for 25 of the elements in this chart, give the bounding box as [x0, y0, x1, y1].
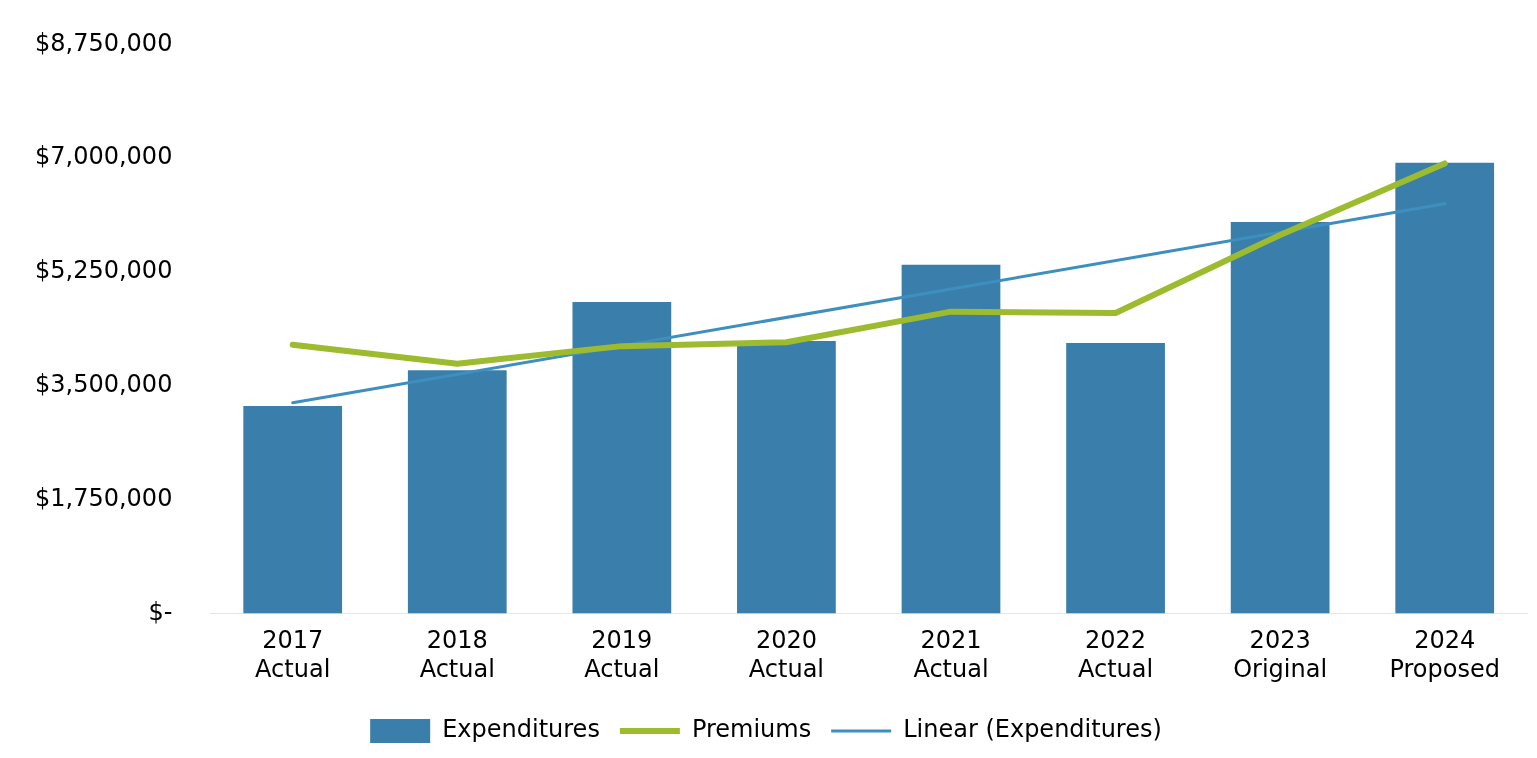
y-tick-label: $1,750,000 [34, 483, 173, 512]
x-tick-label: 2022 Actual [1077, 626, 1154, 683]
x-tick-label: 2018 Actual [419, 626, 495, 683]
legend-label: Expenditures [442, 715, 600, 744]
bar [572, 301, 672, 614]
bar [1066, 342, 1165, 614]
legend-label: Premiums [691, 715, 812, 744]
legend-label: Linear (Expenditures) [903, 715, 1162, 744]
x-tick-label: 2021 Actual [913, 626, 989, 683]
bar [901, 264, 1001, 614]
bar [407, 370, 507, 614]
bar [243, 405, 343, 614]
bar [1395, 162, 1495, 614]
y-tick-label: $7,000,000 [34, 142, 173, 171]
x-tick-label: 2020 Actual [748, 626, 825, 683]
y-tick-label: $5,250,000 [34, 256, 173, 285]
x-tick-label: 2017 Actual [255, 626, 331, 683]
bar [737, 340, 836, 614]
x-tick-label: 2024 Proposed [1389, 626, 1500, 683]
bar [1230, 221, 1330, 614]
y-tick-label: $3,500,000 [34, 370, 173, 399]
y-tick-label: $- [148, 597, 173, 626]
x-tick-label: 2023 Original [1233, 626, 1328, 683]
x-tick-label: 2019 Actual [584, 626, 660, 683]
y-tick-label: $8,750,000 [34, 28, 173, 57]
